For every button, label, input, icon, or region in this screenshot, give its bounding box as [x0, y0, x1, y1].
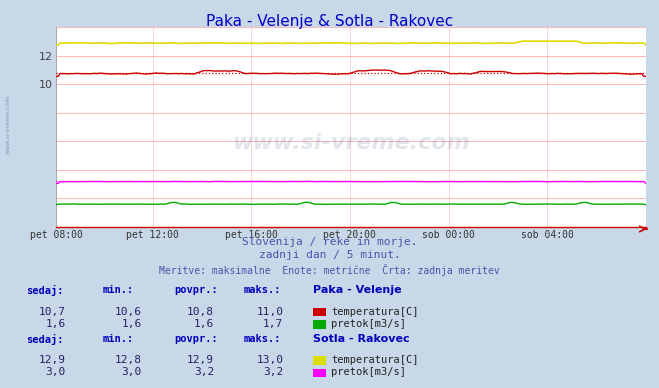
Text: www.si-vreme.com: www.si-vreme.com	[232, 133, 470, 153]
Text: sedaj:: sedaj:	[26, 285, 64, 296]
Text: Sotla - Rakovec: Sotla - Rakovec	[313, 334, 410, 344]
Text: 1,7: 1,7	[263, 319, 283, 329]
Text: zadnji dan / 5 minut.: zadnji dan / 5 minut.	[258, 250, 401, 260]
Text: maks.:: maks.:	[244, 334, 281, 344]
Text: 3,2: 3,2	[194, 367, 214, 378]
Text: 1,6: 1,6	[194, 319, 214, 329]
Text: temperatura[C]: temperatura[C]	[331, 307, 419, 317]
Text: Meritve: maksimalne  Enote: metrične  Črta: zadnja meritev: Meritve: maksimalne Enote: metrične Črta…	[159, 264, 500, 276]
Text: 10,8: 10,8	[187, 307, 214, 317]
Text: 1,6: 1,6	[45, 319, 66, 329]
Text: 11,0: 11,0	[256, 307, 283, 317]
Text: 10,7: 10,7	[39, 307, 66, 317]
Text: sedaj:: sedaj:	[26, 334, 64, 345]
Text: 3,0: 3,0	[121, 367, 142, 378]
Text: 3,2: 3,2	[263, 367, 283, 378]
Text: 1,6: 1,6	[121, 319, 142, 329]
Text: 12,9: 12,9	[187, 355, 214, 365]
Text: 3,0: 3,0	[45, 367, 66, 378]
Text: 12,8: 12,8	[115, 355, 142, 365]
Text: www.si-vreme.com: www.si-vreme.com	[5, 94, 11, 154]
Text: pretok[m3/s]: pretok[m3/s]	[331, 319, 407, 329]
Text: min.:: min.:	[102, 285, 133, 295]
Text: 12,9: 12,9	[39, 355, 66, 365]
Text: maks.:: maks.:	[244, 285, 281, 295]
Text: Paka - Velenje: Paka - Velenje	[313, 285, 401, 295]
Text: min.:: min.:	[102, 334, 133, 344]
Text: Paka - Velenje & Sotla - Rakovec: Paka - Velenje & Sotla - Rakovec	[206, 14, 453, 29]
Text: 13,0: 13,0	[256, 355, 283, 365]
Text: pretok[m3/s]: pretok[m3/s]	[331, 367, 407, 378]
Text: temperatura[C]: temperatura[C]	[331, 355, 419, 365]
Text: povpr.:: povpr.:	[175, 285, 218, 295]
Text: 10,6: 10,6	[115, 307, 142, 317]
Text: povpr.:: povpr.:	[175, 334, 218, 344]
Text: Slovenija / reke in morje.: Slovenija / reke in morje.	[242, 237, 417, 247]
